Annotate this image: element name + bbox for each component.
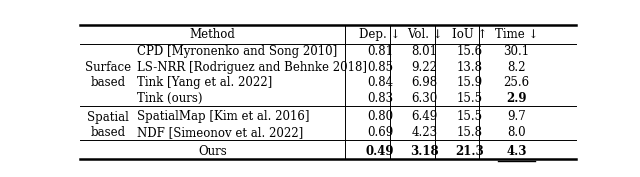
Text: 2.9: 2.9: [506, 92, 527, 105]
Text: 21.3: 21.3: [455, 145, 484, 158]
Text: 13.8: 13.8: [456, 61, 483, 74]
Text: 8.2: 8.2: [508, 61, 525, 74]
Text: 0.49: 0.49: [366, 145, 394, 158]
Text: 0.84: 0.84: [367, 76, 393, 89]
Text: Spatial
based: Spatial based: [87, 111, 129, 139]
Text: 8.01: 8.01: [412, 45, 438, 58]
Text: 9.7: 9.7: [507, 110, 526, 124]
Text: 0.81: 0.81: [367, 45, 393, 58]
Text: IoU ↑: IoU ↑: [452, 28, 487, 41]
Text: Method: Method: [189, 28, 236, 41]
Text: 0.85: 0.85: [367, 61, 393, 74]
Text: 4.23: 4.23: [412, 126, 438, 139]
Text: Dep. ↓: Dep. ↓: [360, 28, 401, 41]
Text: 15.9: 15.9: [456, 76, 483, 89]
Text: Tink (ours): Tink (ours): [137, 92, 202, 105]
Text: LS-NRR [Rodriguez and Behnke 2018]: LS-NRR [Rodriguez and Behnke 2018]: [137, 61, 367, 74]
Text: 15.6: 15.6: [456, 45, 483, 58]
Text: 25.6: 25.6: [504, 76, 529, 89]
Text: 8.0: 8.0: [507, 126, 526, 139]
Text: Surface
based: Surface based: [84, 61, 131, 89]
Text: 0.83: 0.83: [367, 92, 393, 105]
Text: CPD [Myronenko and Song 2010]: CPD [Myronenko and Song 2010]: [137, 45, 337, 58]
Text: 9.22: 9.22: [412, 61, 438, 74]
Text: 3.18: 3.18: [410, 145, 439, 158]
Text: 6.49: 6.49: [412, 110, 438, 124]
Text: 30.1: 30.1: [504, 45, 529, 58]
Text: NDF [Simeonov et al. 2022]: NDF [Simeonov et al. 2022]: [137, 126, 303, 139]
Text: Vol. ↓: Vol. ↓: [407, 28, 442, 41]
Text: 15.5: 15.5: [456, 92, 483, 105]
Text: SpatialMap [Kim et al. 2016]: SpatialMap [Kim et al. 2016]: [137, 110, 310, 124]
Text: 15.5: 15.5: [456, 110, 483, 124]
Text: 6.30: 6.30: [412, 92, 438, 105]
Text: 6.98: 6.98: [412, 76, 438, 89]
Text: Time ↓: Time ↓: [495, 28, 538, 41]
Text: Tink [Yang et al. 2022]: Tink [Yang et al. 2022]: [137, 76, 272, 89]
Text: 0.80: 0.80: [367, 110, 393, 124]
Text: Ours: Ours: [198, 145, 227, 158]
Text: 15.8: 15.8: [456, 126, 483, 139]
Text: 0.69: 0.69: [367, 126, 393, 139]
Text: 4.3: 4.3: [506, 145, 527, 158]
